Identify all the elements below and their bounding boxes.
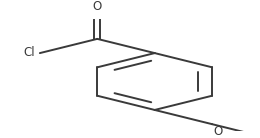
Text: O: O — [93, 0, 102, 13]
Text: O: O — [213, 125, 223, 138]
Text: Cl: Cl — [24, 46, 35, 59]
